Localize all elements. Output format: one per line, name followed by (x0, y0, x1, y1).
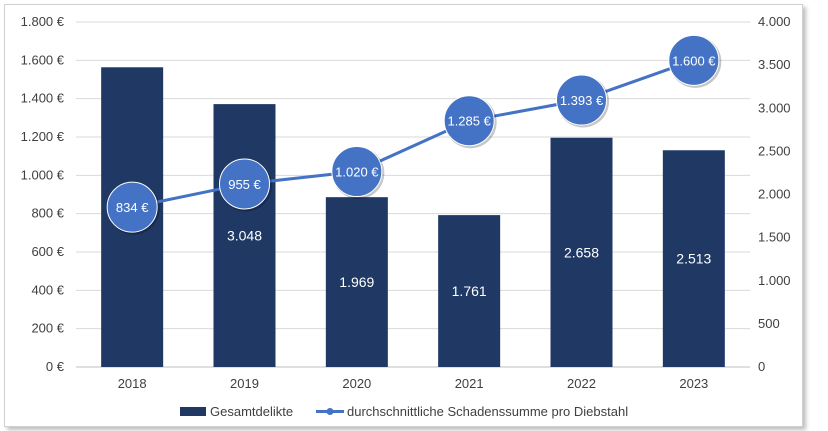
x-tick-label: 2021 (455, 376, 484, 391)
data-point (556, 74, 607, 126)
y-left-tick-label: 200 € (31, 321, 64, 336)
y-left-tick-label: 600 € (31, 244, 64, 259)
bar-data-label: 2.513 (676, 251, 711, 267)
x-tick-label: 2019 (230, 376, 259, 391)
y-axis-right: 0 500 1.000 1.500 2.000 2.500 3.000 3.500 4.000 (758, 14, 791, 374)
bar-data-label: 3.048 (227, 228, 262, 244)
x-tick-label: 2020 (342, 376, 371, 391)
y-left-tick-label: 1.000 € (21, 167, 65, 182)
data-point (668, 34, 720, 86)
y-left-tick-label: 1.200 € (21, 129, 65, 144)
y-right-tick-label: 500 (758, 316, 780, 331)
y-left-tick-label: 1.400 € (21, 91, 65, 106)
data-point (106, 181, 158, 233)
bar (662, 150, 725, 367)
bar (438, 215, 501, 367)
y-right-tick-label: 2.500 (758, 143, 791, 158)
line-series: 834 € 955 € 1.020 € 1.285 € 1.393 € 1.600 € (106, 34, 722, 235)
y-left-tick-label: 1.600 € (21, 52, 65, 67)
data-point (443, 95, 495, 147)
line-data-label: 1.393 € (560, 93, 604, 108)
legend: Gesamtdelikte durchschnittliche Schadens… (180, 404, 628, 419)
bar-data-label: 1.969 (339, 274, 374, 290)
y-right-tick-label: 2.000 (758, 187, 791, 202)
legend-swatch-bar (180, 407, 206, 416)
bar-series (101, 67, 725, 368)
gridlines (76, 21, 750, 368)
y-left-tick-label: 1.800 € (21, 14, 65, 29)
x-tick-label: 2022 (567, 376, 596, 391)
line-data-label: 1.285 € (447, 114, 491, 129)
bar-data-label: 1.761 (452, 283, 487, 299)
bar (550, 137, 613, 367)
line-data-label: 955 € (228, 177, 261, 192)
bar-data-label: 2.658 (564, 244, 599, 260)
y-left-tick-label: 800 € (31, 206, 64, 221)
y-right-tick-label: 1.500 (758, 230, 791, 245)
line-data-label: 1.600 € (672, 53, 716, 68)
y-right-tick-label: 3.500 (758, 57, 791, 72)
y-right-tick-label: 3.000 (758, 100, 791, 115)
x-tick-label: 2018 (118, 376, 147, 391)
line-data-label: 1.020 € (335, 165, 379, 180)
line-data-label: 834 € (116, 200, 149, 215)
y-right-tick-label: 1.000 (758, 273, 791, 288)
x-tick-label: 2023 (679, 376, 708, 391)
y-axis-left: 0 € 200 € 400 € 600 € 800 € 1.000 € 1.200 € 1.4… (21, 14, 65, 374)
data-point (219, 158, 270, 210)
x-axis: 2018 2019 2020 2021 2022 2023 (118, 376, 709, 391)
legend-label-bar: Gesamtdelikte (210, 404, 293, 419)
y-left-tick-label: 0 € (46, 359, 65, 374)
bar (325, 197, 388, 367)
legend-label-line: durchschnittliche Schadenssumme pro Dieb… (347, 404, 628, 419)
legend-swatch-line-marker (326, 408, 334, 415)
bar (213, 104, 276, 368)
y-right-tick-label: 0 (758, 359, 765, 374)
data-point (331, 146, 383, 197)
y-left-tick-label: 400 € (31, 282, 64, 297)
y-right-tick-label: 4.000 (758, 14, 791, 29)
